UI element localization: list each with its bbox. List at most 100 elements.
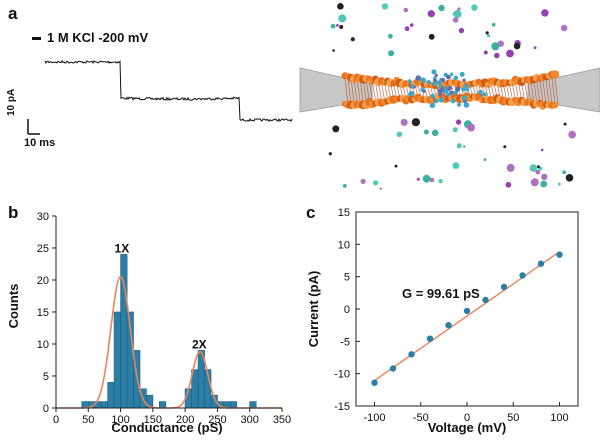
lipid-tail <box>484 85 489 97</box>
peptide-atom <box>448 86 453 90</box>
peptide-atom <box>443 88 449 94</box>
peptide-atom <box>438 93 442 97</box>
lipid-tail <box>524 81 528 101</box>
y-tick-label: 25 <box>37 243 49 255</box>
ion-sphere <box>487 34 491 38</box>
peptide-atom <box>463 102 470 108</box>
iv-data-point <box>371 379 378 386</box>
lipid-tail <box>393 83 398 99</box>
ion-sphere <box>537 165 540 169</box>
y-tick-label: 20 <box>37 275 49 287</box>
ion-sphere <box>400 118 408 126</box>
lipid-tail <box>426 85 431 97</box>
peptide-atom <box>462 78 466 83</box>
lipid-tail <box>490 84 495 98</box>
ion-sphere <box>565 174 574 182</box>
lipid-tail <box>512 83 516 99</box>
iv-data-point <box>408 351 415 358</box>
ion-sphere <box>360 178 366 184</box>
ion-sphere <box>458 27 465 34</box>
current-trace-line <box>44 59 293 123</box>
peptide-atom <box>459 71 465 77</box>
y-tick-label: -15 <box>334 401 350 413</box>
ion-sphere <box>379 187 382 190</box>
iv-data-point <box>519 272 526 279</box>
ion-sphere <box>491 42 500 51</box>
conductance-histogram: 0 50 100 150 200 250 300 350 0 5 10 15 20 25 30 1X 2X… <box>6 211 291 435</box>
peak-1x-label: 1X <box>115 242 130 256</box>
peptide-atom <box>464 83 470 89</box>
y-tick-label: 15 <box>338 207 350 219</box>
peptide-atom <box>432 81 438 87</box>
lipid-tail <box>505 83 510 99</box>
ion-sphere <box>506 49 514 58</box>
lipid-tail <box>551 78 556 104</box>
lipid-tail <box>533 80 538 102</box>
iv-y-ticks: -15 -10 -5 0 5 10 15 <box>334 207 360 413</box>
ion-particles <box>328 3 577 190</box>
ion-sphere <box>530 178 539 187</box>
scale-time-label: 10 ms <box>24 137 55 149</box>
iv-y-label: Current (pA) <box>306 271 321 348</box>
lipid-tail <box>356 79 361 103</box>
ion-sphere <box>428 33 435 40</box>
lipid-tail <box>359 80 364 102</box>
x-tick-label: 150 <box>144 414 162 426</box>
peptide-atom <box>433 78 437 83</box>
ion-sphere <box>350 37 355 42</box>
histogram-y-ticks: 0 5 10 15 20 25 30 <box>37 211 56 415</box>
peak-2x-label: 2X <box>192 338 207 352</box>
lipid-tail <box>362 80 367 102</box>
linear-fit-line <box>374 251 560 382</box>
ion-sphere <box>463 145 466 148</box>
ion-sphere <box>388 50 395 57</box>
peptide-atom <box>434 73 438 77</box>
ion-sphere <box>337 3 344 10</box>
histogram-bar <box>113 311 121 409</box>
y-tick-label: 0 <box>344 304 350 316</box>
peptide-atom <box>482 92 487 97</box>
lipid-tail <box>554 77 559 105</box>
ion-sphere <box>431 129 439 137</box>
ion-sphere <box>427 10 435 18</box>
ion-sphere <box>535 169 541 175</box>
y-tick-label: 10 <box>338 239 350 251</box>
peptide-atom <box>440 77 446 83</box>
iv-data-point <box>537 260 545 267</box>
x-tick-label: 100 <box>111 414 129 426</box>
ion-sphere <box>338 14 347 23</box>
ion-sphere <box>562 170 566 175</box>
lipid-tail <box>417 85 422 97</box>
x-tick-label: 200 <box>176 414 194 426</box>
ion-sphere <box>505 181 512 188</box>
lipid-tail <box>536 80 541 102</box>
ion-sphere <box>388 33 393 39</box>
lipid-tail <box>521 82 525 100</box>
ion-sphere <box>485 31 489 35</box>
ion-sphere <box>396 131 403 138</box>
peptide-atom <box>446 92 451 97</box>
y-tick-label: 5 <box>43 371 49 383</box>
lipid-tail <box>545 79 550 103</box>
ion-sphere <box>409 23 414 27</box>
ion-sphere <box>453 9 462 19</box>
lipid-tail <box>508 83 513 99</box>
panel-b-label: b <box>8 203 19 222</box>
iv-x-label: Voltage (mV) <box>428 420 507 435</box>
lipid-tail <box>378 82 382 100</box>
trace-legend: 1 M KCl -200 mV <box>32 30 148 45</box>
lipid-tail <box>344 77 349 105</box>
ion-sphere <box>563 122 567 126</box>
ion-sphere <box>342 184 347 188</box>
ion-sphere <box>332 49 335 52</box>
lipid-tail <box>527 81 531 101</box>
ion-sphere <box>557 182 561 186</box>
peptide-atom <box>457 102 461 107</box>
iv-x-ticks: -100 -50 0 50 100 <box>363 402 569 424</box>
lipid-tail <box>353 79 358 103</box>
lipid-tail <box>542 79 547 103</box>
x-tick-label: 100 <box>550 412 568 424</box>
histogram-y-label: Counts <box>6 284 21 329</box>
lipid-tail <box>499 84 504 98</box>
